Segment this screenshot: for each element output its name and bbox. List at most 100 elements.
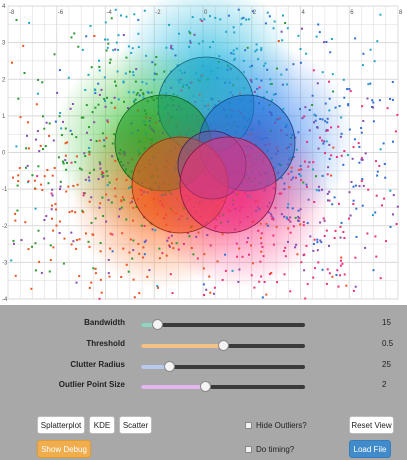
threshold-slider-thumb[interactable] — [218, 340, 229, 351]
show-debug-button[interactable]: Show Debug — [37, 440, 91, 458]
scatter-point — [55, 208, 57, 211]
scatter-point — [174, 54, 177, 57]
scatter-point — [304, 160, 306, 163]
scatter-point — [328, 143, 331, 146]
scatter-point — [297, 34, 300, 37]
scatter-point — [17, 97, 20, 100]
scatter-point — [170, 44, 173, 47]
scatter-point — [358, 185, 361, 188]
scatter-point — [59, 180, 62, 183]
scatter-point — [334, 229, 337, 232]
scatter-point — [110, 101, 113, 104]
load-file-button[interactable]: Load File — [349, 440, 391, 458]
scatter-point — [326, 192, 329, 195]
scatter-point — [294, 216, 297, 219]
scatter-point — [262, 255, 265, 258]
scatter-point — [62, 162, 65, 165]
threshold-slider[interactable] — [141, 340, 305, 351]
splatterplot-canvas[interactable]: -8 -6 -4 -2 0 2 4 6 8 4 3 2 1 0 -1 -2 -3 -4 — [0, 0, 407, 305]
scatter-point — [339, 274, 342, 277]
scatter-point — [121, 196, 124, 199]
scatter-point — [146, 275, 149, 278]
scatter-point — [177, 248, 180, 251]
scatter-point — [336, 269, 339, 272]
scatter-point — [259, 260, 262, 263]
scatter-point — [372, 101, 375, 104]
scatter-point — [268, 273, 271, 276]
splatterplot-button[interactable]: Splatterplot — [37, 416, 85, 434]
scatter-point — [103, 76, 106, 79]
scatter-point — [326, 121, 329, 124]
scatter-point — [51, 174, 54, 177]
scatter-point — [105, 170, 108, 173]
scatter-point — [75, 136, 78, 139]
scatter-point — [98, 65, 101, 68]
scatter-point — [232, 52, 235, 55]
scatter-point — [352, 146, 355, 149]
scatter-point — [50, 192, 53, 195]
scatter-point — [90, 196, 93, 199]
scatter-point — [49, 259, 52, 262]
scatter-point — [271, 217, 274, 220]
scatter-point — [35, 138, 37, 141]
outlier-point-size-slider-thumb[interactable] — [199, 381, 211, 392]
scatter-point — [326, 117, 329, 120]
scatter-point — [20, 239, 23, 242]
scatter-point — [287, 203, 290, 206]
slider-row-bandwidth: Bandwidth 15 — [0, 317, 407, 333]
scatter-point — [133, 100, 136, 103]
scatter-point — [199, 18, 202, 21]
scatter-point — [83, 152, 86, 155]
scatter-point — [10, 259, 13, 262]
scatter-point — [290, 178, 293, 181]
scatter-point — [122, 34, 125, 36]
outlier-point-size-slider[interactable] — [141, 381, 305, 392]
scatter-point — [121, 232, 124, 235]
do-timing-checkbox[interactable]: Do timing? — [245, 445, 294, 454]
scatter-point — [328, 157, 331, 160]
scatter-point — [277, 40, 280, 42]
scatter-point — [227, 14, 230, 17]
scatter-point — [11, 61, 13, 64]
scatter-point — [72, 185, 75, 187]
scatter-point — [299, 168, 302, 171]
scatter-point — [354, 184, 357, 187]
scatter-point — [361, 178, 364, 181]
hide-outliers-checkbox-box[interactable] — [245, 422, 252, 429]
scatter-point — [246, 241, 249, 244]
scatter-point — [161, 252, 164, 255]
clutter-radius-slider-thumb[interactable] — [163, 361, 175, 372]
scatter-point — [132, 91, 135, 94]
scatter-point — [142, 256, 145, 259]
scatter-point — [283, 215, 286, 218]
bandwidth-slider-thumb[interactable] — [152, 319, 164, 330]
scatter-point — [51, 194, 54, 197]
reset-view-button[interactable]: Reset View — [349, 416, 394, 434]
scatter-point — [104, 38, 106, 41]
scatter-point — [312, 161, 315, 164]
scatter-point — [163, 70, 166, 73]
kde-button[interactable]: KDE — [89, 416, 115, 434]
bandwidth-slider[interactable] — [141, 319, 305, 330]
clutter-radius-value: 25 — [382, 360, 391, 369]
scatter-point — [106, 174, 109, 177]
scatter-point — [107, 121, 109, 123]
scatter-point — [352, 289, 355, 292]
scatter-point — [304, 297, 307, 300]
scatter-point — [315, 35, 318, 38]
scatter-point — [237, 280, 240, 283]
scatter-point — [361, 204, 364, 207]
scatter-point — [127, 270, 130, 273]
scatter-point — [108, 61, 111, 64]
scatter-button[interactable]: Scatter — [119, 416, 152, 434]
scatter-point — [34, 269, 37, 272]
scatter-point — [255, 77, 258, 80]
scatter-point — [171, 292, 174, 295]
scatter-point — [137, 32, 140, 35]
do-timing-checkbox-box[interactable] — [245, 446, 252, 453]
scatter-point — [196, 257, 199, 260]
hide-outliers-checkbox[interactable]: Hide Outliers? — [245, 421, 307, 430]
clutter-radius-slider[interactable] — [141, 361, 305, 372]
scatter-point — [24, 221, 27, 224]
scatter-point — [127, 107, 129, 109]
